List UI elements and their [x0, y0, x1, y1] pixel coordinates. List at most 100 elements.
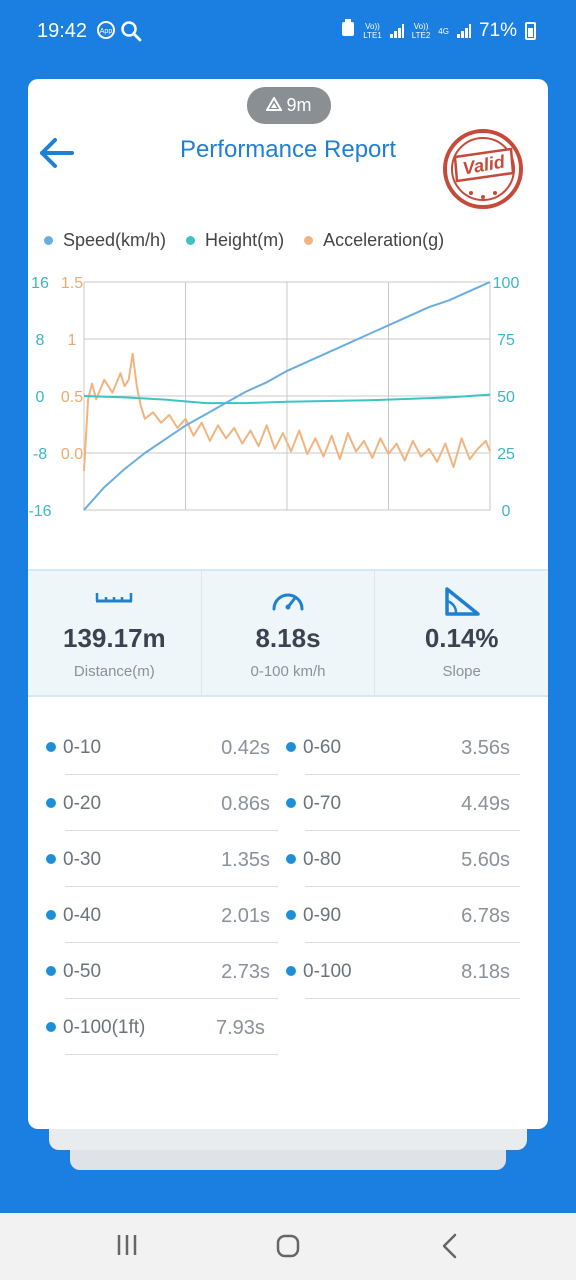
legend-speed-label: Speed(km/h) [63, 230, 167, 250]
time-row: 0-80 5.60s [268, 831, 520, 887]
bullet-dot [286, 742, 296, 752]
time-row: 0-100 8.18s [268, 943, 520, 999]
legend-height-dot [186, 236, 196, 245]
stat-distance: 139.17m Distance(m) [28, 571, 201, 695]
bullet-dot [286, 798, 296, 808]
status-time: 19:42 [37, 20, 88, 42]
time-value: 0.42s [221, 737, 270, 759]
slope-icon [444, 587, 480, 622]
time-row: 0-20 0.86s [28, 775, 278, 831]
row-divider [305, 830, 520, 831]
row-divider [305, 998, 520, 999]
tick-label-accel: 0.5 [61, 389, 83, 406]
recent-apps-icon [117, 1235, 137, 1255]
home-button[interactable] [275, 1233, 301, 1264]
signal-sim1-icon [389, 24, 404, 38]
bullet-dot [286, 966, 296, 976]
tick-label-height: -16 [28, 503, 51, 520]
battery-icon [525, 22, 536, 40]
time-label: 0-10 [63, 737, 102, 758]
time-label: 0-100(1ft) [63, 1017, 146, 1038]
data-saver-icon [341, 19, 355, 43]
distance-value: 139.17m [63, 623, 166, 653]
tick-label-speed: 100 [493, 275, 520, 292]
tick-label-height: -8 [33, 446, 47, 463]
valid-stamp: Valid [441, 127, 525, 211]
row-divider [305, 886, 520, 887]
bullet-dot [46, 742, 56, 752]
bullet-dot [46, 854, 56, 864]
tick-label-height: 16 [31, 275, 49, 292]
stat-0-100: 8.18s 0-100 km/h [200, 571, 375, 695]
bullet-dot [46, 910, 56, 920]
tick-label-accel: 1 [68, 332, 77, 349]
home-icon [276, 1234, 300, 1258]
tick-label-accel: 0.0 [61, 446, 83, 463]
row-divider [65, 1054, 278, 1055]
time-label: 0-80 [303, 849, 342, 870]
performance-chart: 16 8 0 -8 -16 1.5 1 0.5 0.0 100 75 50 25 0 [28, 275, 520, 520]
altitude-value: 9m [286, 95, 312, 115]
time-label: 0-100 [303, 961, 352, 982]
network-type: 4G [438, 26, 449, 36]
tick-label-height: 8 [36, 332, 45, 349]
system-nav-bar [0, 1213, 576, 1280]
time-value: 5.60s [461, 849, 510, 871]
time-label: 0-60 [303, 737, 342, 758]
battery-percent: 71% [478, 20, 517, 41]
back-button[interactable] [38, 135, 78, 171]
legend-height-label: Height(m) [205, 230, 285, 250]
time-value: 6.78s [461, 905, 510, 927]
legend-speed-dot [44, 236, 53, 245]
arrow-left-icon [40, 138, 74, 168]
time-row: 0-60 3.56s [268, 719, 520, 775]
zero-to-hundred-label: 0-100 km/h [250, 663, 326, 680]
back-nav-button[interactable] [440, 1233, 460, 1264]
bullet-dot [46, 798, 56, 808]
time-row: 0-10 0.42s [28, 719, 278, 775]
stat-slope: 0.14% Slope [374, 571, 548, 695]
distance-label: Distance(m) [73, 663, 155, 680]
report-card: 9m Performance Report Valid Speed(km/h) … [28, 79, 548, 1129]
time-value: 8.18s [461, 961, 510, 983]
time-value: 7.93s [216, 1017, 265, 1039]
legend-height[interactable]: Height(m) [186, 230, 284, 251]
bullet-dot [286, 910, 296, 920]
sim1-label: Vo)) LTE1 [363, 22, 382, 40]
signal-sim2-icon [456, 24, 471, 38]
time-label: 0-30 [63, 849, 102, 870]
time-label: 0-40 [63, 905, 102, 926]
recent-apps-button[interactable] [115, 1233, 139, 1262]
tick-label-speed: 25 [497, 446, 515, 463]
row-divider [65, 774, 278, 775]
speedometer-icon [270, 587, 306, 618]
stats-panel: 139.17m Distance(m) 8.18s 0-100 km/h 0.1… [28, 569, 548, 697]
ruler-icon [94, 587, 134, 610]
time-row: 0-40 2.01s [28, 887, 278, 943]
time-value: 2.01s [221, 905, 270, 927]
tick-label-speed: 0 [502, 503, 511, 520]
tick-label-speed: 50 [497, 389, 515, 406]
sim2-label: Vo)) LTE2 [411, 22, 431, 40]
status-bar: 19:42 App Vo)) LTE1 Vo)) LTE2 4G 71% [0, 0, 576, 64]
row-divider [65, 942, 278, 943]
legend-speed[interactable]: Speed(km/h) [44, 230, 166, 251]
bullet-dot [46, 1022, 56, 1032]
row-divider [65, 998, 278, 999]
row-divider [65, 830, 278, 831]
row-divider [65, 886, 278, 887]
time-row: 0-70 4.49s [268, 775, 520, 831]
time-value: 1.35s [221, 849, 270, 871]
time-label: 0-70 [303, 793, 342, 814]
series-acceleration-line [83, 352, 491, 471]
zero-to-hundred-value: 8.18s [255, 623, 321, 653]
search-icon [120, 20, 142, 47]
bullet-dot [46, 966, 56, 976]
time-value: 2.73s [221, 961, 270, 983]
altitude-badge: 9m [247, 87, 331, 124]
tick-label-height: 0 [36, 389, 45, 406]
mountain-icon [265, 95, 284, 116]
legend-acceleration[interactable]: Acceleration(g) [304, 230, 444, 251]
svg-text:App: App [100, 28, 113, 35]
tick-label-accel: 1.5 [61, 275, 83, 292]
